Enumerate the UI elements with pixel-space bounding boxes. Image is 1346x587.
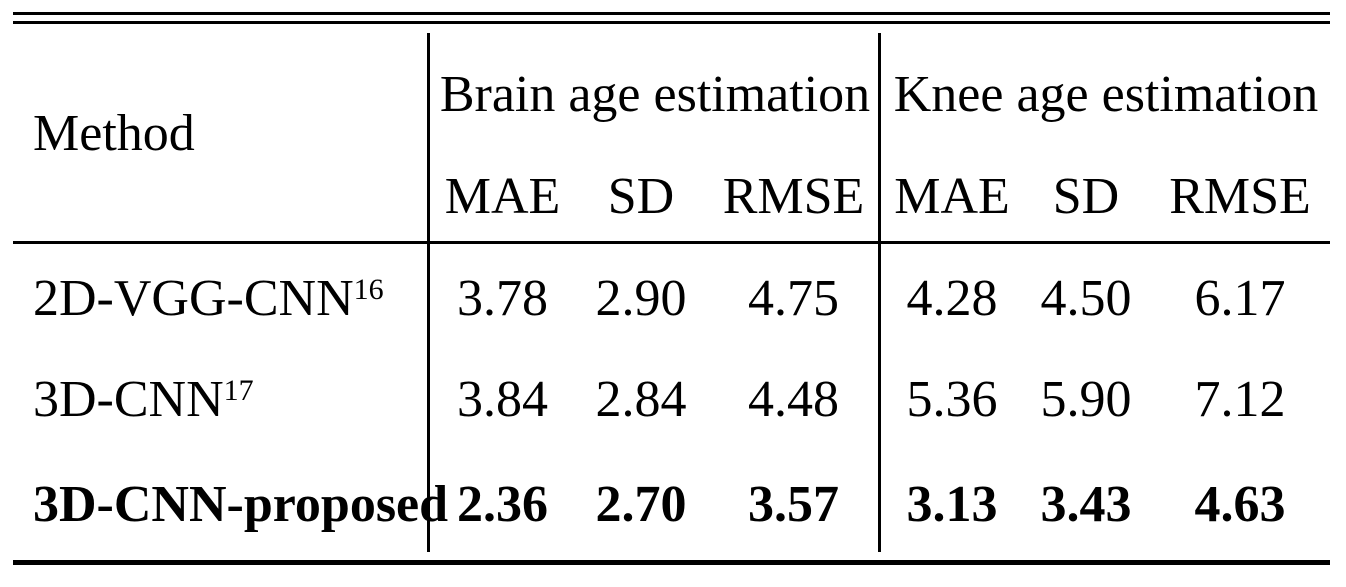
table-value: 2.36 — [457, 476, 548, 533]
table-value: 3.57 — [748, 476, 839, 533]
knee-sd-header: SD — [1052, 168, 1120, 225]
table-value: 2.70 — [595, 476, 687, 533]
table-value: 2.90 — [595, 270, 687, 327]
top-rule-outer — [13, 12, 1330, 15]
bottom-rule — [13, 560, 1330, 565]
brain-rmse-header: RMSE — [722, 168, 865, 225]
header-divider-rule — [13, 241, 1330, 244]
top-rule-inner — [13, 21, 1330, 24]
knee-mae-header: MAE — [894, 168, 1010, 225]
method-brain-separator — [427, 33, 430, 552]
brain-group-header: Brain age estimation — [439, 66, 871, 123]
brain-knee-separator — [878, 33, 881, 552]
method-label: 3D-CNN — [33, 371, 224, 428]
table-value: 3.13 — [906, 476, 998, 533]
table-value: 7.12 — [1194, 371, 1286, 428]
table-value: 4.75 — [748, 270, 839, 327]
knee-rmse-header: RMSE — [1169, 168, 1311, 225]
table-value: 5.36 — [906, 371, 998, 428]
brain-sd-header: SD — [607, 168, 675, 225]
method-label: 3D-CNN-proposed — [33, 476, 449, 533]
method-name: 2D-VGG-CNN16 — [33, 272, 418, 326]
method-column-header: Method — [33, 105, 195, 162]
table-value: 4.63 — [1194, 476, 1286, 533]
table-value: 3.43 — [1040, 476, 1132, 533]
reference-superscript: 17 — [223, 374, 254, 407]
reference-superscript: 16 — [353, 273, 384, 306]
table-value: 4.48 — [748, 371, 839, 428]
table-value: 4.50 — [1040, 270, 1132, 327]
table-value: 2.84 — [595, 371, 687, 428]
table-value: 5.90 — [1040, 371, 1132, 428]
knee-group-header: Knee age estimation — [893, 66, 1319, 123]
table-value: 4.28 — [906, 270, 998, 327]
method-name: 3D-CNN-proposed — [33, 478, 448, 532]
table-value: 3.78 — [457, 270, 548, 327]
table-value: 6.17 — [1194, 270, 1286, 327]
method-name: 3D-CNN17 — [33, 373, 418, 427]
brain-mae-header: MAE — [444, 168, 561, 225]
method-label: 2D-VGG-CNN — [33, 270, 354, 327]
table-value: 3.84 — [457, 371, 548, 428]
